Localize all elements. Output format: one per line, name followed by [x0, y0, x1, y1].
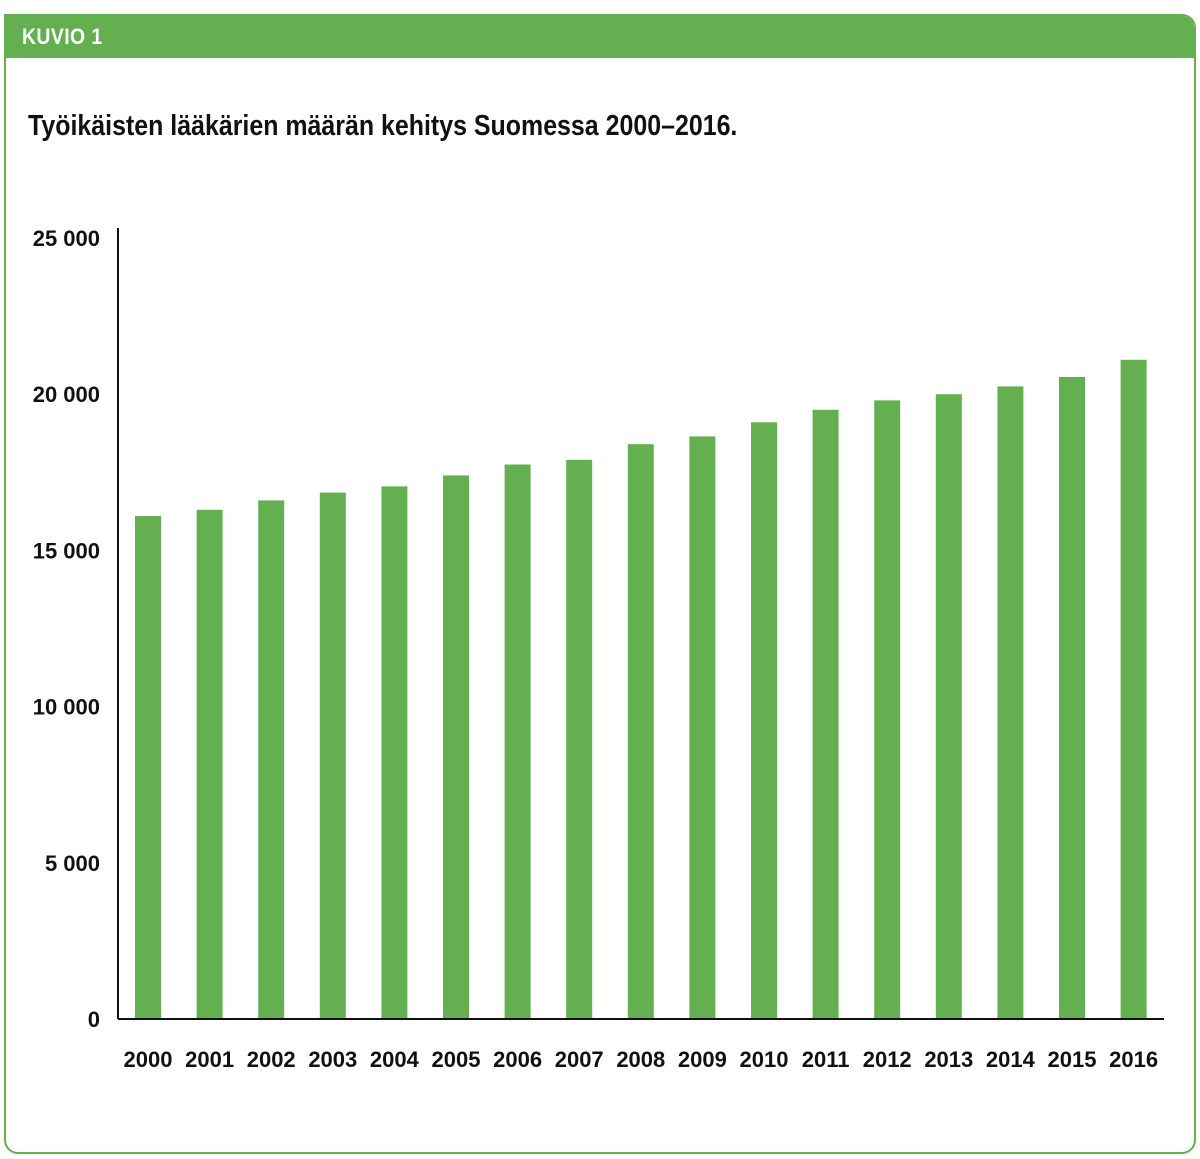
- bar-2006: [504, 464, 531, 1019]
- x-tick-label: 2002: [247, 1047, 296, 1072]
- figure-label: KUVIO 1: [22, 24, 103, 49]
- bar-2016: [1120, 359, 1147, 1019]
- x-tick-label: 2003: [308, 1047, 357, 1072]
- bar-2004: [381, 486, 408, 1019]
- x-tick-label: 2013: [924, 1047, 973, 1072]
- bars-group: [135, 359, 1147, 1020]
- x-tick-label: 2005: [432, 1047, 481, 1072]
- x-axis-tick-labels: 2000 2001 2002 2003 2004 2005 2006 2007 2008 2009…: [124, 1047, 1159, 1072]
- y-tick-label: 5 000: [45, 851, 100, 876]
- bar-2009: [689, 436, 716, 1019]
- x-tick-label: 2009: [678, 1047, 727, 1072]
- x-tick-label: 2006: [493, 1047, 542, 1072]
- bar-2008: [627, 444, 654, 1019]
- bar-2003: [319, 492, 346, 1020]
- x-tick-label: 2011: [802, 1047, 850, 1072]
- y-axis-tick-labels: 0 5 000 10 000 15 000 20 000 25 000: [33, 226, 100, 1032]
- x-tick-label: 2010: [740, 1047, 789, 1072]
- y-tick-label: 20 000: [33, 382, 100, 407]
- x-tick-label: 2012: [863, 1047, 912, 1072]
- bar-2011: [812, 409, 839, 1019]
- bar-2007: [566, 459, 593, 1019]
- x-tick-label: 2004: [370, 1047, 420, 1072]
- x-tick-label: 2014: [986, 1047, 1036, 1072]
- bar-2002: [258, 500, 285, 1019]
- x-tick-label: 2015: [1048, 1047, 1097, 1072]
- bar-2014: [997, 386, 1024, 1019]
- bar-2000: [135, 516, 161, 1019]
- bar-2005: [443, 475, 469, 1019]
- bar-2012: [874, 400, 901, 1019]
- bar-2001: [196, 509, 223, 1019]
- x-tick-label: 2016: [1109, 1047, 1158, 1072]
- y-tick-label: 10 000: [33, 695, 100, 720]
- bar-2015: [1059, 377, 1085, 1019]
- chart-title: Työikäisten lääkärien määrän kehitys Suo…: [28, 110, 738, 142]
- y-tick-label: 25 000: [33, 226, 100, 251]
- bar-2013: [935, 394, 962, 1019]
- figure-header-bar: KUVIO 1: [6, 16, 1194, 58]
- y-tick-label: 15 000: [33, 538, 100, 563]
- x-tick-label: 2000: [124, 1047, 173, 1072]
- x-tick-label: 2008: [616, 1047, 665, 1072]
- x-tick-label: 2001: [185, 1047, 234, 1072]
- bar-2010: [751, 422, 777, 1019]
- y-tick-label: 0: [88, 1007, 100, 1032]
- x-tick-label: 2007: [555, 1047, 604, 1072]
